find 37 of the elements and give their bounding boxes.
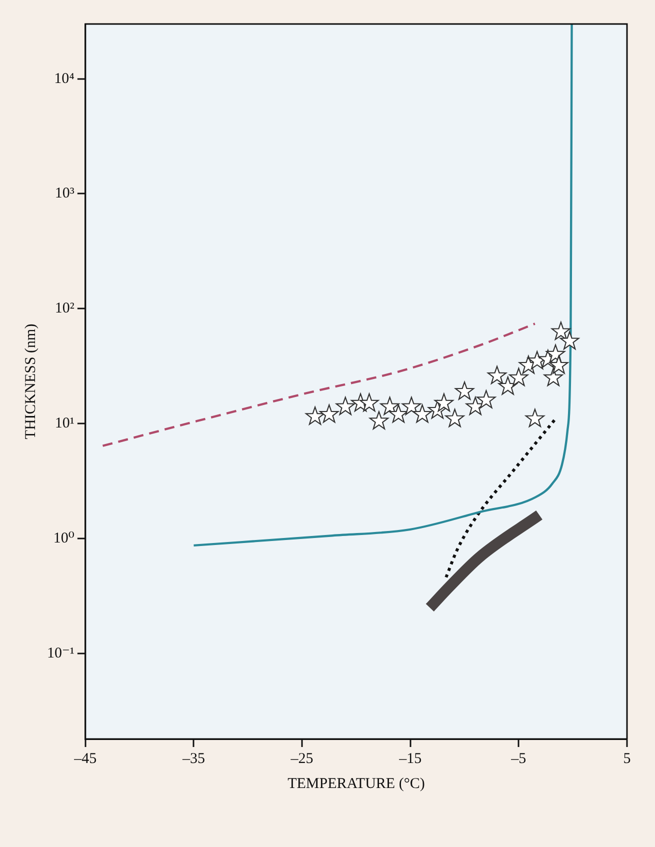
point: [434, 393, 454, 412]
point: [305, 406, 325, 425]
point: [549, 355, 568, 374]
x-axis-title: TEMPERATURE (°C): [288, 776, 425, 792]
point: [402, 396, 422, 416]
y-tick-label: 10⁻¹: [46, 645, 74, 662]
point: [476, 390, 496, 408]
point: [388, 404, 408, 423]
y-tick-label: 10⁴: [54, 70, 74, 87]
point: [551, 322, 571, 340]
point: [509, 368, 528, 386]
x-tick-label: –25: [290, 750, 314, 767]
point: [320, 404, 339, 423]
x-tick-label: 5: [623, 750, 631, 767]
point: [498, 376, 518, 395]
point: [525, 408, 545, 428]
y-axis-title: THICKNESS (nm): [22, 324, 39, 440]
point: [445, 408, 464, 428]
y-tick-label: 10²: [54, 300, 75, 317]
point: [380, 396, 400, 416]
point: [560, 331, 580, 350]
line-series: [102, 322, 536, 447]
point: [412, 404, 432, 423]
y-tick-label: 10³: [54, 186, 75, 202]
point: [369, 411, 389, 430]
y-tick-label: 10¹: [54, 416, 74, 432]
point: [360, 393, 379, 412]
point: [454, 382, 474, 400]
x-tick-label: –5: [510, 750, 526, 767]
line-series: [444, 417, 558, 579]
x-tick-label: –15: [398, 750, 422, 767]
point: [544, 368, 563, 386]
x-tick-label: –45: [73, 750, 97, 767]
y-tick-label: 10⁰: [53, 530, 74, 546]
point: [487, 366, 507, 384]
point: [336, 396, 355, 416]
x-tick-label: –35: [181, 750, 205, 767]
